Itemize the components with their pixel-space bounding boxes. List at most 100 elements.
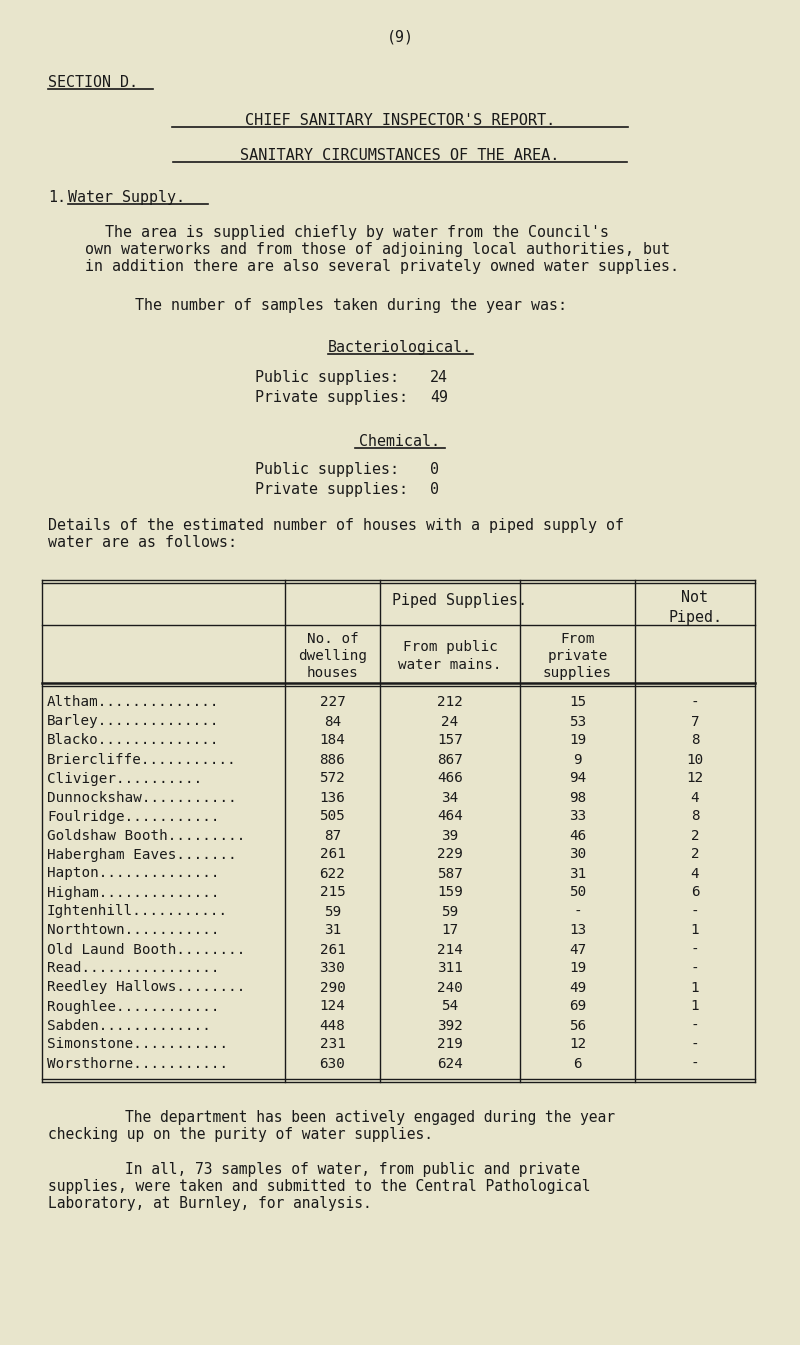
Text: Private supplies:: Private supplies: (255, 390, 408, 405)
Text: -: - (690, 695, 699, 710)
Text: 13: 13 (569, 924, 586, 937)
Text: 49: 49 (430, 390, 448, 405)
Text: 572: 572 (319, 772, 346, 785)
Text: in addition there are also several privately owned water supplies.: in addition there are also several priva… (85, 260, 679, 274)
Text: SANITARY CIRCUMSTANCES OF THE AREA.: SANITARY CIRCUMSTANCES OF THE AREA. (240, 148, 560, 163)
Text: 10: 10 (686, 752, 704, 767)
Text: Not
Piped.: Not Piped. (668, 590, 722, 625)
Text: -: - (573, 904, 582, 919)
Text: 622: 622 (319, 866, 346, 881)
Text: 624: 624 (437, 1057, 463, 1071)
Text: Chemical.: Chemical. (359, 434, 441, 449)
Text: No. of
dwelling
houses: No. of dwelling houses (298, 632, 367, 681)
Text: -: - (690, 943, 699, 956)
Text: 50: 50 (569, 885, 586, 900)
Text: Private supplies:: Private supplies: (255, 482, 408, 498)
Text: -: - (690, 1037, 699, 1052)
Text: 54: 54 (442, 999, 458, 1014)
Text: Public supplies:: Public supplies: (255, 370, 399, 385)
Text: Barley..............: Barley.............. (47, 714, 219, 729)
Text: 261: 261 (319, 943, 346, 956)
Text: Bacteriological.: Bacteriological. (328, 340, 472, 355)
Text: 46: 46 (569, 829, 586, 842)
Text: 9: 9 (573, 752, 582, 767)
Text: 49: 49 (569, 981, 586, 994)
Text: Old Laund Booth........: Old Laund Booth........ (47, 943, 246, 956)
Text: 219: 219 (437, 1037, 463, 1052)
Text: -: - (690, 904, 699, 919)
Text: 19: 19 (569, 733, 586, 748)
Text: 0: 0 (430, 461, 439, 477)
Text: checking up on the purity of water supplies.: checking up on the purity of water suppl… (48, 1127, 433, 1142)
Text: 59: 59 (442, 904, 458, 919)
Text: The number of samples taken during the year was:: The number of samples taken during the y… (135, 299, 567, 313)
Text: From
private
supplies: From private supplies (543, 632, 612, 681)
Text: Sabden.............: Sabden............. (47, 1018, 211, 1033)
Text: 30: 30 (569, 847, 586, 862)
Text: own waterworks and from those of adjoining local authorities, but: own waterworks and from those of adjoini… (85, 242, 670, 257)
Text: Dunnockshaw...........: Dunnockshaw........... (47, 791, 237, 804)
Text: 8: 8 (690, 733, 699, 748)
Text: 227: 227 (319, 695, 346, 710)
Text: -: - (690, 1057, 699, 1071)
Text: 466: 466 (437, 772, 463, 785)
Text: 87: 87 (324, 829, 341, 842)
Text: 587: 587 (437, 866, 463, 881)
Text: 214: 214 (437, 943, 463, 956)
Text: 1: 1 (690, 999, 699, 1014)
Text: Higham..............: Higham.............. (47, 885, 219, 900)
Text: Ightenhill...........: Ightenhill........... (47, 904, 228, 919)
Text: 1: 1 (690, 981, 699, 994)
Text: 19: 19 (569, 962, 586, 975)
Text: 157: 157 (437, 733, 463, 748)
Text: CHIEF SANITARY INSPECTOR'S REPORT.: CHIEF SANITARY INSPECTOR'S REPORT. (245, 113, 555, 128)
Text: Briercliffe...........: Briercliffe........... (47, 752, 237, 767)
Text: 2: 2 (690, 829, 699, 842)
Text: 12: 12 (686, 772, 704, 785)
Text: 330: 330 (319, 962, 346, 975)
Text: 59: 59 (324, 904, 341, 919)
Text: From public
water mains.: From public water mains. (398, 640, 502, 671)
Text: 84: 84 (324, 714, 341, 729)
Text: 47: 47 (569, 943, 586, 956)
Text: 229: 229 (437, 847, 463, 862)
Text: 24: 24 (430, 370, 448, 385)
Text: Details of the estimated number of houses with a piped supply of: Details of the estimated number of house… (48, 518, 624, 533)
Text: Roughlee............: Roughlee............ (47, 999, 219, 1014)
Text: 15: 15 (569, 695, 586, 710)
Text: 124: 124 (319, 999, 346, 1014)
Text: 464: 464 (437, 810, 463, 823)
Text: 6: 6 (690, 885, 699, 900)
Text: 7: 7 (690, 714, 699, 729)
Text: 12: 12 (569, 1037, 586, 1052)
Text: (9): (9) (386, 30, 414, 44)
Text: 34: 34 (442, 791, 458, 804)
Text: 215: 215 (319, 885, 346, 900)
Text: Laboratory, at Burnley, for analysis.: Laboratory, at Burnley, for analysis. (48, 1196, 372, 1210)
Text: 8: 8 (690, 810, 699, 823)
Text: 261: 261 (319, 847, 346, 862)
Text: SECTION D.: SECTION D. (48, 75, 138, 90)
Text: Read................: Read................ (47, 962, 219, 975)
Text: Piped Supplies.: Piped Supplies. (393, 593, 527, 608)
Text: 94: 94 (569, 772, 586, 785)
Text: Reedley Hallows........: Reedley Hallows........ (47, 981, 246, 994)
Text: Public supplies:: Public supplies: (255, 461, 399, 477)
Text: Foulridge...........: Foulridge........... (47, 810, 219, 823)
Text: 33: 33 (569, 810, 586, 823)
Text: Water Supply.: Water Supply. (68, 190, 185, 204)
Text: 69: 69 (569, 999, 586, 1014)
Text: Habergham Eaves.......: Habergham Eaves....... (47, 847, 237, 862)
Text: supplies, were taken and submitted to the Central Pathological: supplies, were taken and submitted to th… (48, 1180, 590, 1194)
Text: The department has been actively engaged during the year: The department has been actively engaged… (125, 1110, 615, 1124)
Text: 231: 231 (319, 1037, 346, 1052)
Text: Goldshaw Booth.........: Goldshaw Booth......... (47, 829, 246, 842)
Text: 6: 6 (573, 1057, 582, 1071)
Text: 136: 136 (319, 791, 346, 804)
Text: 311: 311 (437, 962, 463, 975)
Text: 0: 0 (430, 482, 439, 498)
Text: In all, 73 samples of water, from public and private: In all, 73 samples of water, from public… (125, 1162, 580, 1177)
Text: -: - (690, 1018, 699, 1033)
Text: 212: 212 (437, 695, 463, 710)
Text: 1: 1 (690, 924, 699, 937)
